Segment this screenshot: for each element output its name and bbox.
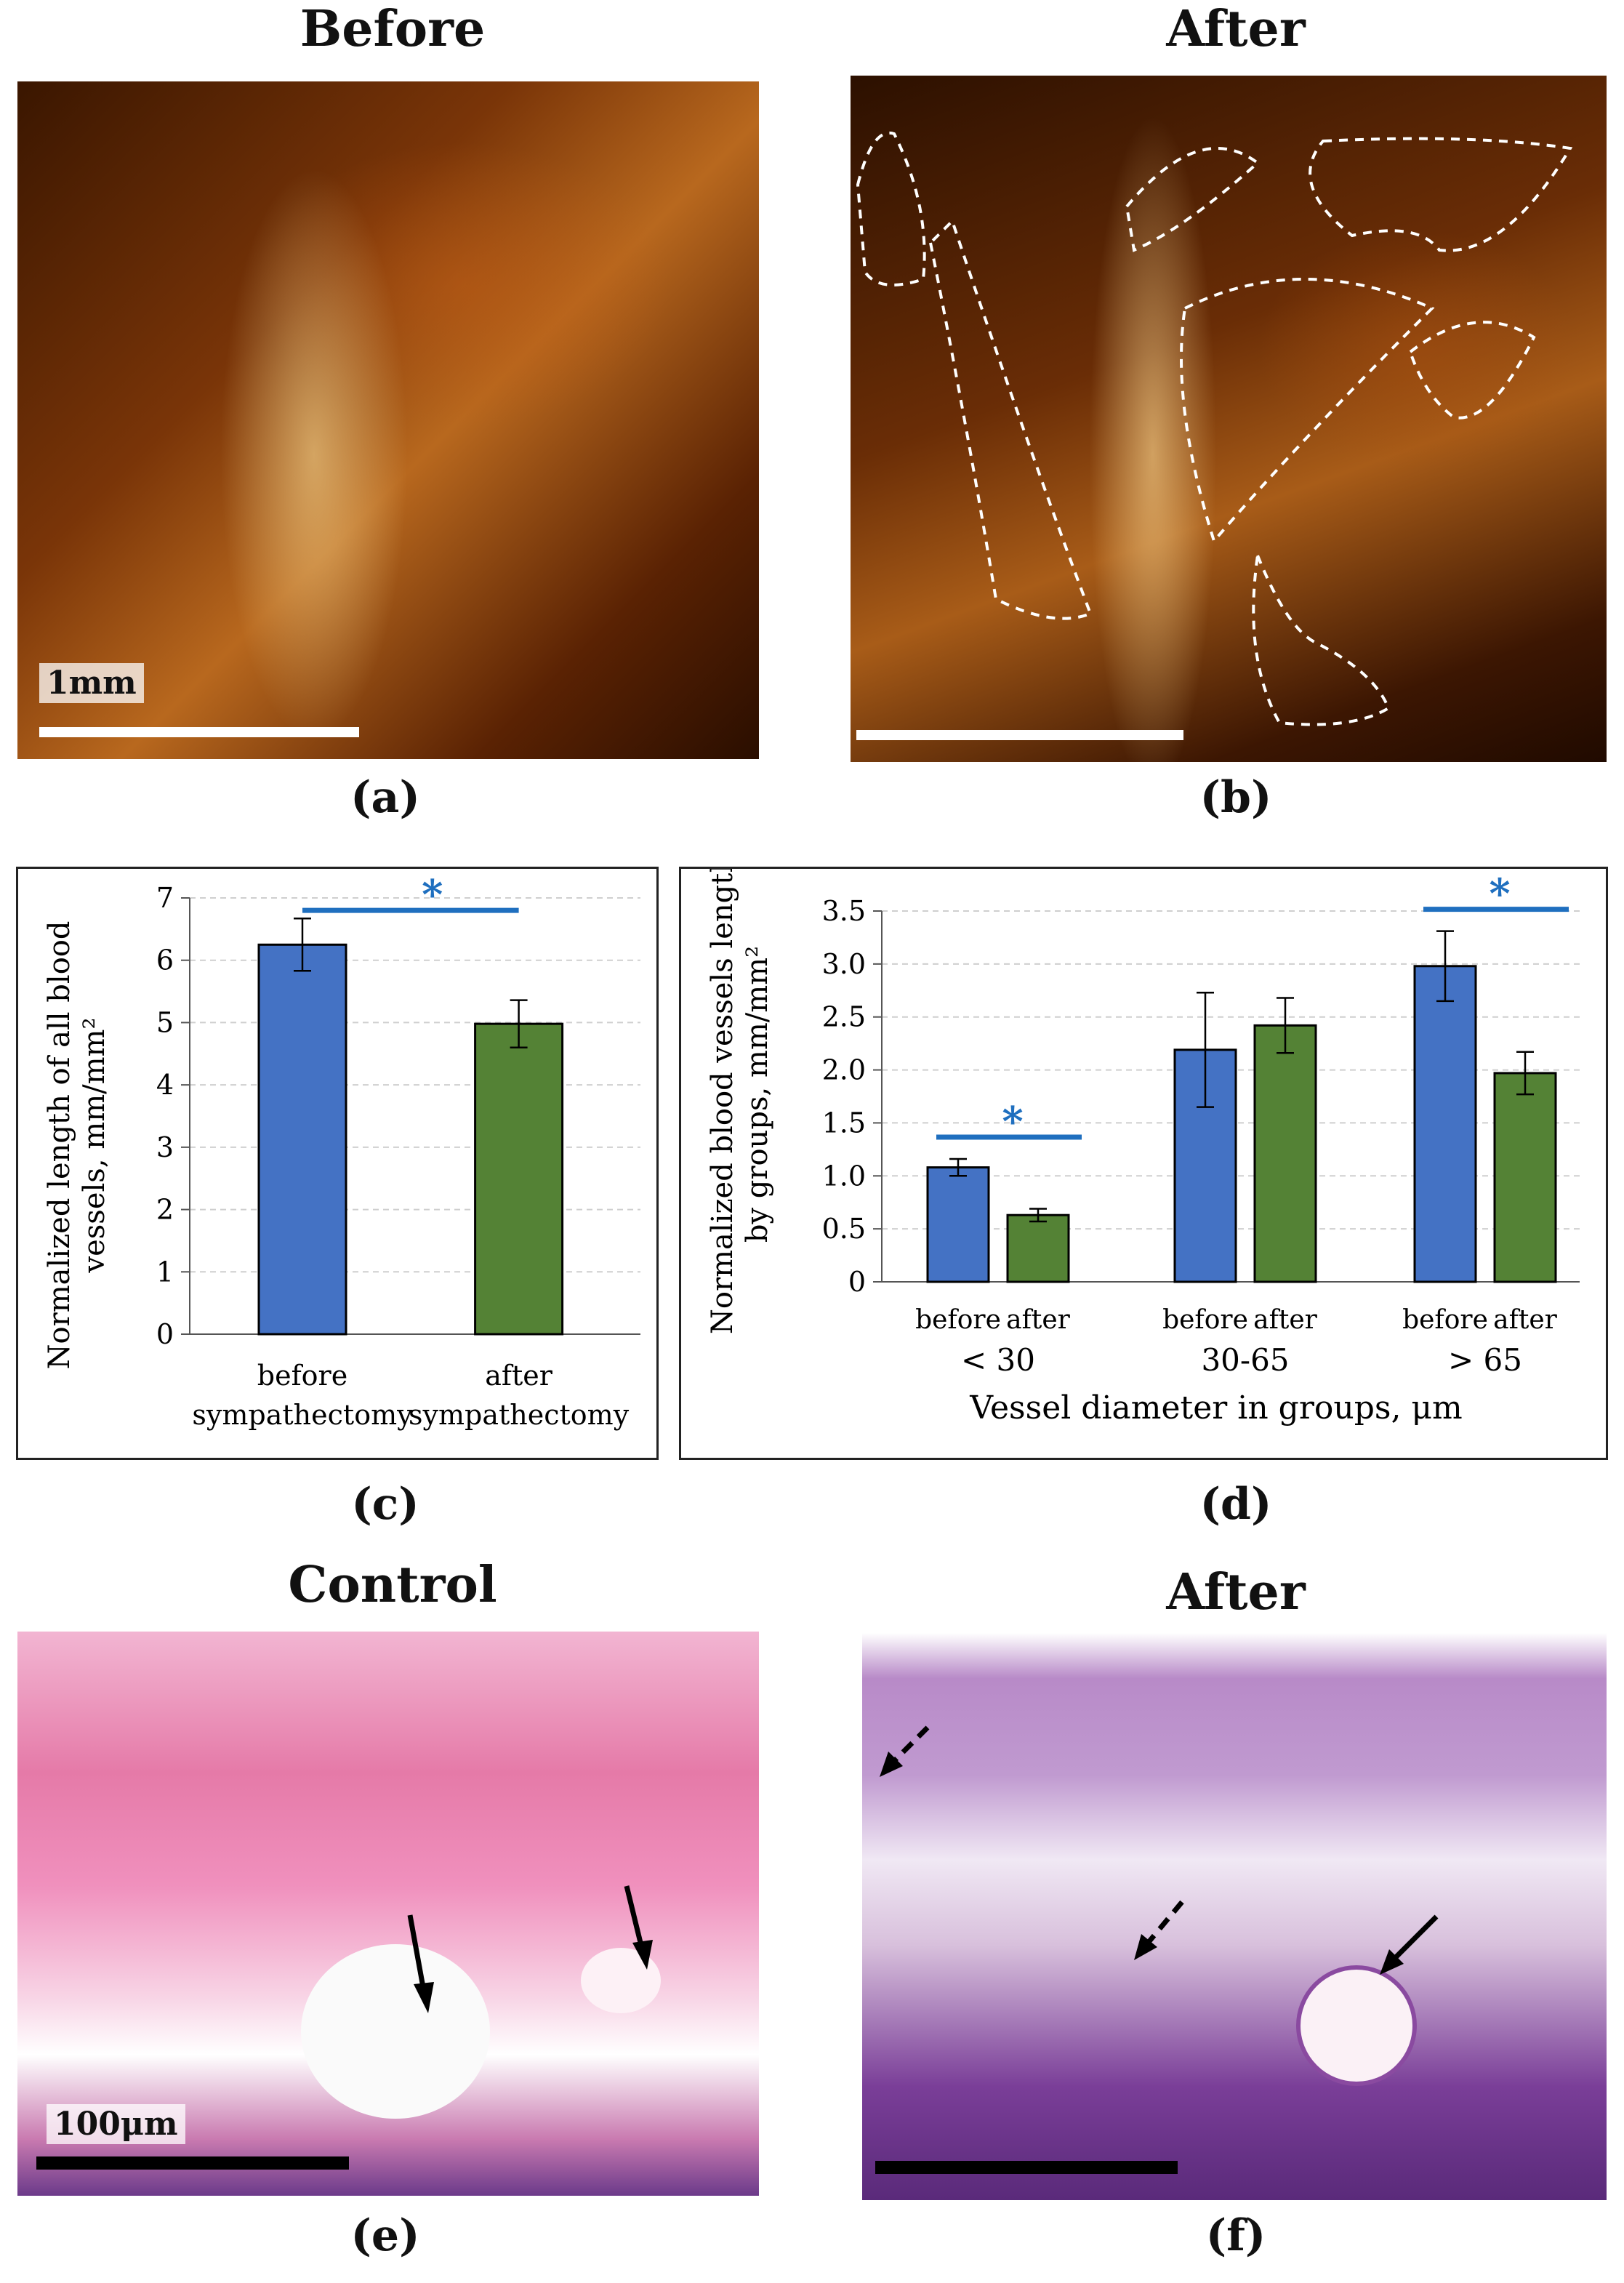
y-tick-label: 2 — [156, 1194, 174, 1226]
vessel-arrows-f — [880, 1725, 1439, 2086]
panel-a-label: (a) — [350, 772, 420, 823]
group-label: 30-65 — [1201, 1342, 1289, 1378]
y-tick-label: 0 — [848, 1266, 866, 1298]
chart-c-frame: 0 1 2 3 4 5 6 7 before sympathectomy after sympathe… — [16, 867, 659, 1460]
avascular-zone-outlines — [856, 131, 1573, 726]
vessel-lumen — [1296, 1965, 1417, 2086]
y-axis-label: Normalized blood vessels lengthby groups… — [706, 869, 774, 1334]
bar-label: before — [915, 1305, 1001, 1335]
group-label: > 65 — [1448, 1342, 1522, 1378]
bar — [1493, 1072, 1557, 1283]
bar — [1006, 1213, 1070, 1283]
x-tick-label: sympathectomy — [192, 1399, 413, 1431]
bar-label: after — [1493, 1305, 1558, 1335]
panel-f-title: After — [1166, 1563, 1306, 1621]
y-tick-label: 3.0 — [822, 948, 866, 980]
x-tick-label: before — [257, 1360, 347, 1392]
oct-image-after — [851, 76, 1607, 762]
x-tick-label: sympathectomy — [409, 1399, 630, 1431]
significance-marker: * — [422, 871, 443, 919]
scale-bar-b — [856, 730, 1183, 740]
y-tick-label: 5 — [156, 1006, 174, 1038]
bar — [1413, 965, 1477, 1283]
significance-marker: * — [1002, 1098, 1023, 1146]
x-axis-label: Vessel diameter in groups, μm — [969, 1389, 1462, 1427]
x-tick-label: after — [485, 1360, 552, 1392]
panel-b-label: (b) — [1199, 772, 1272, 823]
scale-bar-e — [36, 2156, 349, 2170]
bar — [1253, 1024, 1317, 1283]
scale-label-1mm: 1mm — [39, 663, 144, 703]
histology-image-after — [862, 1633, 1607, 2200]
chart-d-frame: 0 0.5 1.0 1.5 2.0 2.5 3.0 3.5 before after < 30 bef… — [679, 854, 1608, 1460]
panel-c-label: (c) — [351, 1479, 419, 1530]
y-tick-label: 7 — [156, 882, 174, 914]
group-label: < 30 — [961, 1342, 1035, 1378]
y-tick-label: 1.5 — [822, 1107, 866, 1139]
vessel-arrows-e — [301, 1885, 661, 2119]
y-tick-label: 0 — [156, 1318, 174, 1350]
vessel-lumen-small — [581, 1948, 661, 2013]
y-tick-label: 6 — [156, 944, 174, 976]
panel-d-label: (d) — [1199, 1479, 1272, 1530]
y-tick-label: 3 — [156, 1131, 174, 1163]
y-tick-label: 2.0 — [822, 1054, 866, 1086]
bar-label: before — [1402, 1305, 1488, 1335]
y-tick-label: 0.5 — [822, 1213, 866, 1245]
y-tick-label: 2.5 — [822, 1001, 866, 1033]
y-tick-label: 3.5 — [822, 895, 866, 927]
panel-f-label: (f) — [1205, 2210, 1266, 2261]
panel-b-title: After — [1166, 0, 1306, 58]
panel-e-title: Control — [288, 1556, 497, 1614]
significance-marker: * — [1489, 870, 1510, 918]
histology-image-control: 100μm — [17, 1632, 759, 2196]
bar — [257, 943, 347, 1336]
scale-bar-a — [39, 727, 359, 737]
vessel-lumen — [301, 1944, 490, 2119]
scale-label-100um: 100μm — [47, 2104, 185, 2144]
oct-image-before: 1mm — [17, 81, 759, 759]
y-tick-label: 1.0 — [822, 1160, 866, 1192]
bar-label: after — [1253, 1305, 1318, 1335]
y-axis-label: Normalized length of all bloodvessels, m… — [43, 921, 111, 1370]
bar-label: before — [1162, 1305, 1248, 1335]
y-tick-label: 1 — [156, 1256, 174, 1288]
chart-c-svg: 0 1 2 3 4 5 6 7 before sympathectomy after sympathe… — [43, 871, 640, 1431]
bar — [474, 1022, 564, 1336]
panel-e-label: (e) — [350, 2210, 420, 2261]
panel-a-title: Before — [300, 0, 486, 58]
scale-bar-f — [875, 2161, 1178, 2174]
bar-label: after — [1006, 1305, 1071, 1335]
bar — [926, 1166, 990, 1283]
y-tick-label: 4 — [156, 1069, 174, 1101]
